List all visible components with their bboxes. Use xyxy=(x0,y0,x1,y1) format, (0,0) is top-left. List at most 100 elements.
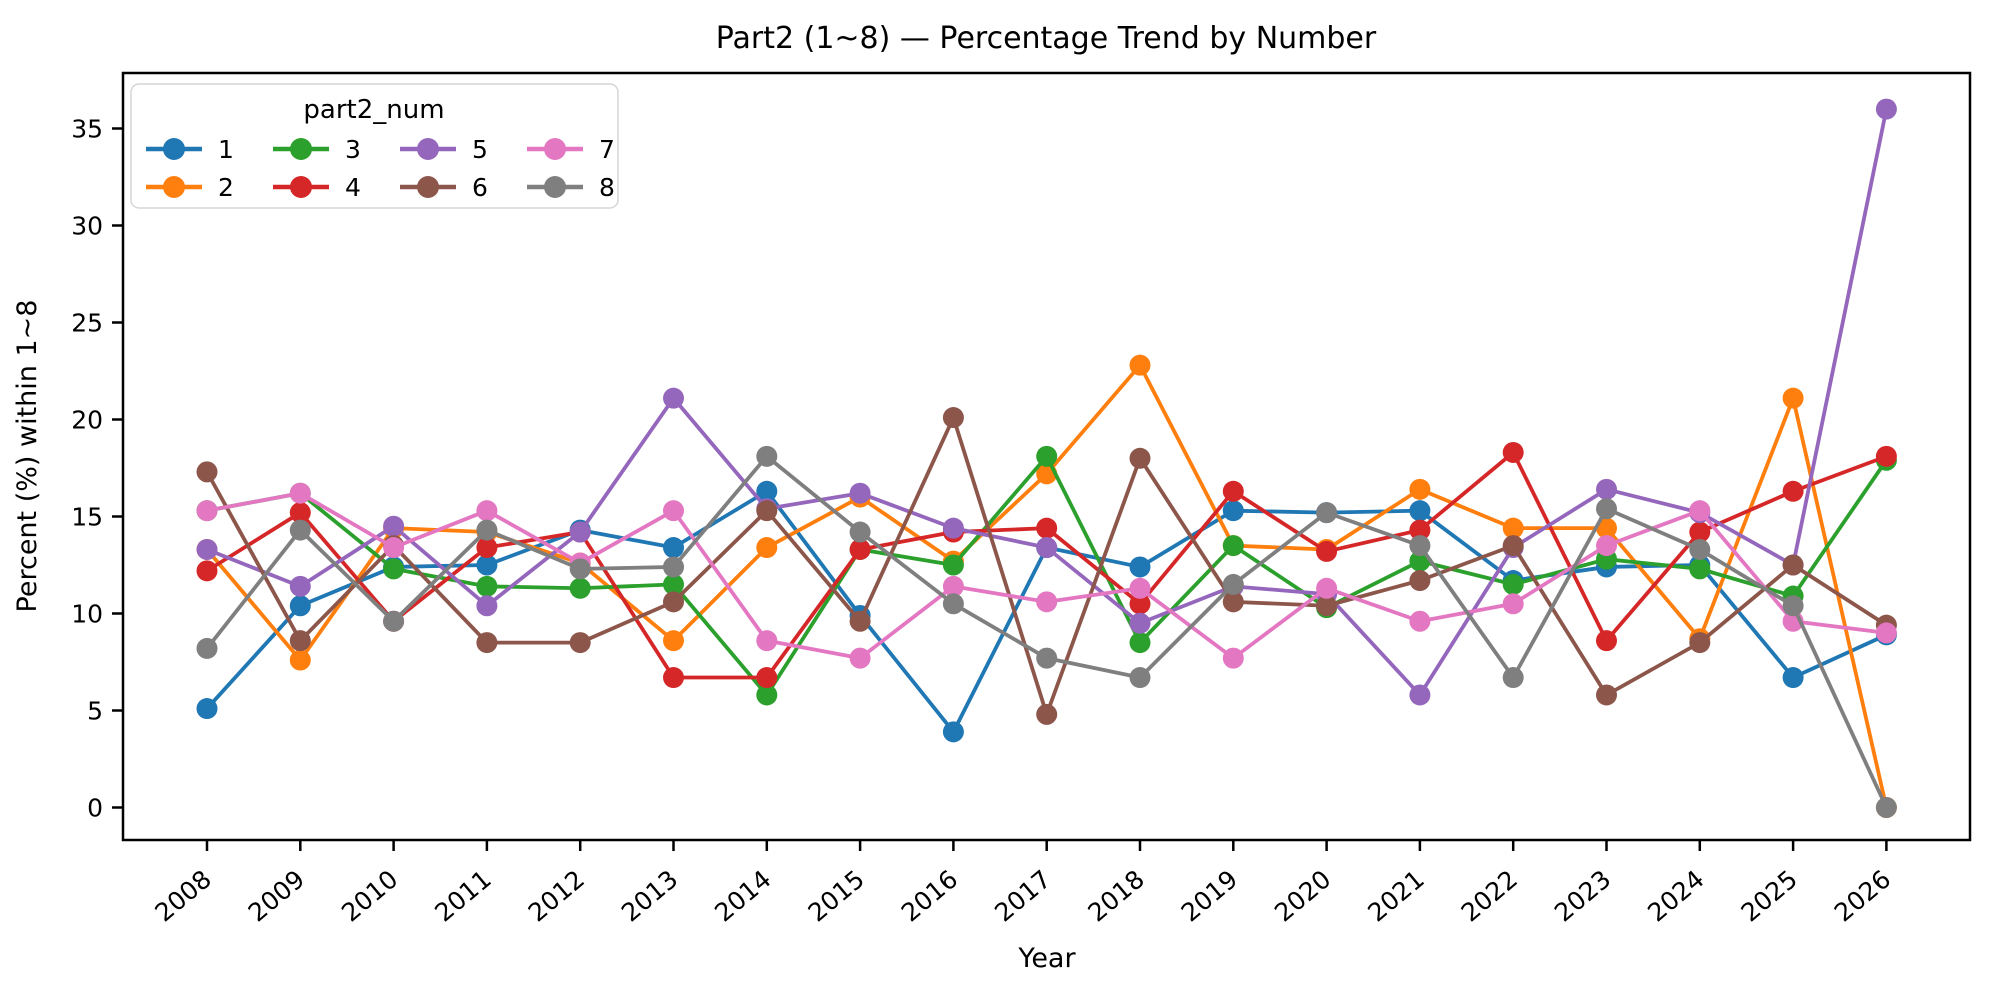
data-point-6-2017 xyxy=(1036,703,1058,725)
x-tick-label: 2020 xyxy=(1269,864,1336,927)
legend-marker-1 xyxy=(163,138,185,160)
data-point-6-2009 xyxy=(289,630,311,652)
data-point-4-2023 xyxy=(1596,630,1617,652)
data-point-7-2020 xyxy=(1316,577,1338,599)
data-point-8-2018 xyxy=(1129,667,1151,689)
data-point-6-2011 xyxy=(476,632,498,654)
data-point-4-2019 xyxy=(1222,480,1244,502)
data-point-8-2017 xyxy=(1036,647,1058,669)
data-point-3-2017 xyxy=(1036,445,1058,467)
data-point-7-2014 xyxy=(756,630,778,652)
legend-marker-2 xyxy=(163,176,185,198)
data-point-8-2010 xyxy=(383,610,405,632)
data-point-3-2022 xyxy=(1502,573,1524,595)
data-point-7-2010 xyxy=(383,537,405,559)
data-point-2-2009 xyxy=(289,649,311,671)
x-tick-label: 2022 xyxy=(1456,864,1523,927)
legend-label-6: 6 xyxy=(472,173,488,202)
legend-entry-8: 8 xyxy=(527,173,615,202)
data-point-6-2019 xyxy=(1222,591,1244,613)
data-point-5-2023 xyxy=(1596,478,1617,500)
data-point-7-2018 xyxy=(1129,577,1151,599)
data-point-8-2011 xyxy=(476,519,498,541)
data-point-4-2013 xyxy=(663,667,684,689)
data-point-7-2015 xyxy=(849,647,871,669)
x-axis-label: Year xyxy=(1017,943,1076,974)
data-point-6-2025 xyxy=(1782,554,1804,576)
x-tick-label: 2019 xyxy=(1176,864,1243,927)
data-point-2-2014 xyxy=(756,537,778,559)
data-point-6-2016 xyxy=(942,407,964,429)
legend-label-4: 4 xyxy=(345,173,361,202)
data-point-6-2012 xyxy=(569,632,591,654)
data-point-3-2019 xyxy=(1222,535,1244,557)
data-point-7-2026 xyxy=(1875,622,1897,644)
data-point-8-2025 xyxy=(1782,595,1804,617)
data-point-7-2016 xyxy=(942,575,964,597)
data-point-7-2017 xyxy=(1036,591,1058,613)
data-point-4-2026 xyxy=(1875,445,1897,467)
data-point-4-2011 xyxy=(476,537,498,559)
data-point-7-2021 xyxy=(1409,610,1431,632)
legend-entry-3: 3 xyxy=(273,135,361,164)
data-point-4-2018 xyxy=(1129,593,1151,615)
x-tick-label: 2015 xyxy=(803,864,870,927)
data-point-1-2016 xyxy=(942,721,964,743)
x-tick-label: 2021 xyxy=(1362,864,1429,927)
chart-title: Part2 (1~8) — Percentage Trend by Number xyxy=(716,21,1377,56)
legend-entry-1: 1 xyxy=(146,135,234,164)
data-point-3-2011 xyxy=(476,575,498,597)
data-point-3-2012 xyxy=(569,577,591,599)
data-point-2-2025 xyxy=(1782,387,1804,409)
data-point-1-2025 xyxy=(1782,667,1804,689)
data-point-6-2020 xyxy=(1316,595,1338,617)
data-point-6-2008 xyxy=(196,461,218,483)
y-tick-label: 35 xyxy=(71,115,103,144)
legend: part2_num 1 2 3 4 5 6 7 8 xyxy=(130,83,619,209)
series-2 xyxy=(196,354,1897,818)
x-tick-label: 2014 xyxy=(709,864,776,927)
legend-label-1: 1 xyxy=(218,135,234,164)
y-tick-label: 5 xyxy=(87,697,103,726)
legend-label-3: 3 xyxy=(345,135,361,164)
data-point-2-2013 xyxy=(663,630,684,652)
x-tick-label: 2008 xyxy=(149,864,216,927)
x-tick-label: 2018 xyxy=(1082,864,1149,927)
data-point-6-2022 xyxy=(1502,535,1524,557)
data-point-8-2013 xyxy=(663,556,684,578)
data-point-5-2026 xyxy=(1875,98,1897,120)
data-point-5-2009 xyxy=(289,575,311,597)
data-point-4-2022 xyxy=(1502,441,1524,463)
x-tick-label: 2016 xyxy=(896,864,963,927)
data-point-5-2021 xyxy=(1409,684,1431,706)
data-point-5-2010 xyxy=(383,515,405,537)
data-point-7-2024 xyxy=(1689,500,1711,522)
legend-frame xyxy=(130,83,619,209)
legend-title: part2_num xyxy=(303,95,444,125)
x-tick-label: 2011 xyxy=(429,864,496,927)
y-tick-label: 20 xyxy=(71,406,103,435)
legend-entry-2: 2 xyxy=(146,173,234,202)
data-point-3-2018 xyxy=(1129,632,1151,654)
data-point-4-2014 xyxy=(756,667,778,689)
data-point-3-2024 xyxy=(1689,558,1711,580)
legend-marker-3 xyxy=(290,138,312,160)
data-point-6-2024 xyxy=(1689,632,1711,654)
y-tick-label: 25 xyxy=(71,309,103,338)
data-point-5-2017 xyxy=(1036,537,1058,559)
data-point-2-2018 xyxy=(1129,354,1151,376)
data-point-4-2008 xyxy=(196,560,218,582)
data-point-8-2019 xyxy=(1222,573,1244,595)
legend-label-7: 7 xyxy=(599,135,615,164)
series-8 xyxy=(196,445,1897,818)
data-point-8-2016 xyxy=(942,593,964,615)
data-point-7-2009 xyxy=(289,482,311,504)
data-point-8-2024 xyxy=(1689,538,1711,560)
legend-entry-5: 5 xyxy=(400,135,488,164)
data-point-5-2015 xyxy=(849,482,871,504)
series-line-8 xyxy=(205,454,1889,810)
data-point-8-2012 xyxy=(569,558,591,580)
x-tick-label: 2017 xyxy=(989,864,1056,927)
